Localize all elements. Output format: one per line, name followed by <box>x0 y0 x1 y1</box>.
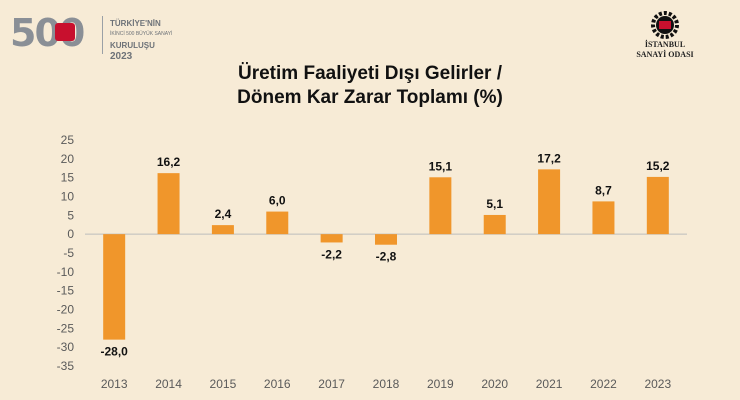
bar-2021 <box>538 169 561 235</box>
istanbul-sanayi-odasi-logo: İSTANBUL SANAYİ ODASI <box>610 10 720 70</box>
x-tick-label: 2019 <box>427 377 454 391</box>
data-labels: -28,0 16,2 2,4 6,0 -2,2 -2,8 15,1 5,1 17,2 8,7 15,… <box>101 151 670 358</box>
bars <box>103 169 669 340</box>
x-tick-label: 2017 <box>318 377 345 391</box>
bar-2015 <box>211 225 234 235</box>
logo-text: TÜRKİYE'NİN İKİNCİ 500 BÜYÜK SANAYİ KURU… <box>110 18 172 62</box>
gear-emblem-icon <box>650 10 680 40</box>
y-tick-label: 0 <box>67 227 74 241</box>
data-label-2023: 15,2 <box>646 159 670 173</box>
logo-year: 2023 <box>110 51 133 62</box>
y-tick-label: 25 <box>61 133 75 147</box>
x-tick-label: 2016 <box>264 377 291 391</box>
x-tick-label: 2018 <box>373 377 400 391</box>
y-tick-label: -35 <box>57 359 75 373</box>
x-tick-label: 2020 <box>481 377 508 391</box>
data-label-2017: -2,2 <box>321 247 342 261</box>
bar-2013 <box>103 234 126 340</box>
y-tick-label: -5 <box>63 246 74 260</box>
chart-title-line2: Dönem Kar Zarar Toplamı (%) <box>237 87 503 108</box>
bar-2014 <box>157 173 180 235</box>
isd-500-logo: 500 TÜRKİYE'NİN İKİNCİ 500 BÜYÜK SANAYİ … <box>10 8 210 62</box>
y-tick-label: 15 <box>61 171 75 185</box>
y-tick-label: -20 <box>57 303 75 317</box>
x-tick-label: 2013 <box>101 377 128 391</box>
logo-line1: TÜRKİYE'NİN <box>110 19 161 28</box>
data-label-2020: 5,1 <box>486 197 503 211</box>
data-label-2019: 15,1 <box>429 159 453 173</box>
bar-2023 <box>646 176 669 235</box>
chart-title: Üretim Faaliyeti Dışı Gelirler / Dönem K… <box>0 62 740 110</box>
data-label-2013: -28,0 <box>101 345 129 359</box>
x-tick-label: 2014 <box>155 377 182 391</box>
bar-2018 <box>375 234 397 245</box>
x-tick-label: 2023 <box>644 377 671 391</box>
y-tick-label: -10 <box>57 265 75 279</box>
bar-2020 <box>483 214 506 235</box>
chart-title-line1: Üretim Faaliyeti Dışı Gelirler / <box>238 63 502 84</box>
data-label-2018: -2,8 <box>376 250 397 264</box>
y-tick-label: 10 <box>61 190 75 204</box>
data-label-2014: 16,2 <box>157 155 181 169</box>
x-tick-label: 2022 <box>590 377 617 391</box>
data-label-2021: 17,2 <box>537 151 561 165</box>
bar-2022 <box>592 201 615 235</box>
bar-2019 <box>429 177 452 235</box>
isd-badge-icon <box>55 23 75 41</box>
logo-name-line1: İSTANBUL <box>644 40 686 49</box>
y-tick-label: -15 <box>57 284 75 298</box>
x-tick-label: 2021 <box>536 377 563 391</box>
bar-2016 <box>266 211 289 235</box>
y-tick-label: 5 <box>67 208 74 222</box>
logo-line2: İKİNCİ 500 BÜYÜK SANAYİ <box>110 31 173 37</box>
data-label-2022: 8,7 <box>595 183 612 197</box>
logo-divider <box>102 16 103 54</box>
data-label-2016: 6,0 <box>269 194 286 208</box>
bar-2017 <box>320 234 343 243</box>
y-tick-label: 20 <box>61 152 75 166</box>
y-tick-label: -30 <box>57 340 75 354</box>
y-tick-label: -25 <box>57 321 75 335</box>
logo-name-line2: SANAYİ ODASI <box>636 50 694 59</box>
logo-line3: KURULUŞU <box>110 41 155 50</box>
data-label-2015: 2,4 <box>215 207 232 221</box>
x-tick-label: 2015 <box>210 377 237 391</box>
